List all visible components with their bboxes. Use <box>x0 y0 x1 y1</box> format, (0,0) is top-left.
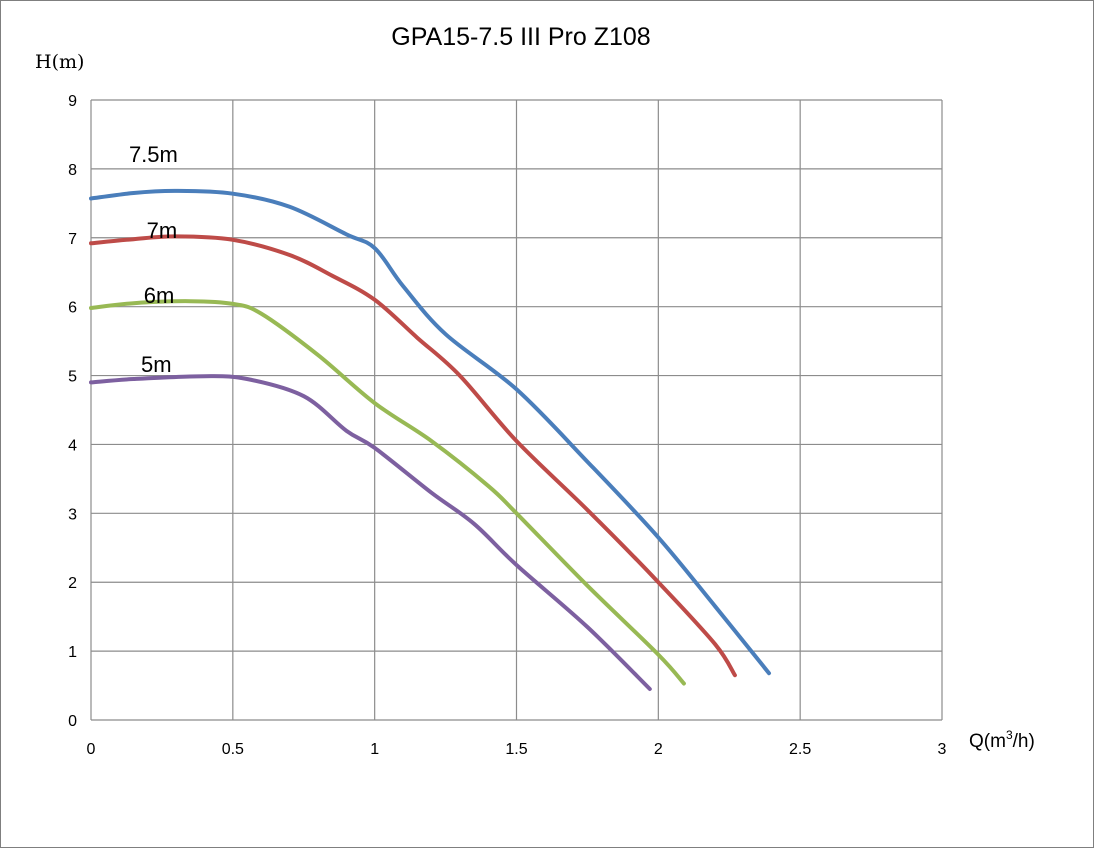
series-line-7m <box>89 234 737 678</box>
x-tick-label: 0 <box>87 741 96 758</box>
x-tick-label: 1.5 <box>505 741 527 758</box>
series-line-6m <box>89 299 686 686</box>
x-axis-label-superscript: 3 <box>1006 728 1013 742</box>
y-tick-label: 1 <box>68 644 77 661</box>
y-tick-label: 0 <box>68 713 77 730</box>
x-tick-label: 2 <box>654 741 663 758</box>
y-tick-label: 8 <box>68 162 77 179</box>
grid-lines <box>90 99 943 721</box>
series-line-5m <box>89 374 652 691</box>
x-axis-label-tail: /h) <box>1013 731 1035 752</box>
y-axis-label: H(m) <box>35 51 84 73</box>
series-curves <box>89 188 771 691</box>
x-tick-label: 1 <box>370 741 379 758</box>
x-tick-label: 2.5 <box>789 741 811 758</box>
series-label-5m: 5m <box>141 352 172 377</box>
chart-title: GPA15-7.5 III Pro Z108 <box>391 23 650 51</box>
curve-labels: 7.5m 7m 6m 5m <box>129 142 178 377</box>
series-line-7.5m <box>89 188 771 676</box>
y-tick-label: 4 <box>68 437 77 454</box>
axis-ticks: 0 0.5 1 1.5 2 2.5 3 0 1 2 3 4 5 6 7 8 9 <box>68 93 946 758</box>
y-tick-label: 9 <box>68 93 77 110</box>
series-label-6m: 6m <box>144 283 175 308</box>
x-axis-label: Q(m3/h) <box>969 728 1035 752</box>
x-tick-label: 3 <box>938 741 947 758</box>
y-tick-label: 3 <box>68 506 77 523</box>
x-axis-label-main: Q(m <box>969 731 1006 752</box>
series-label-7m: 7m <box>147 218 178 243</box>
series-label-7.5m: 7.5m <box>129 142 178 167</box>
y-tick-label: 6 <box>68 300 77 317</box>
x-tick-label: 0.5 <box>222 741 244 758</box>
y-tick-label: 7 <box>68 231 77 248</box>
y-tick-label: 5 <box>68 369 77 386</box>
y-tick-label: 2 <box>68 575 77 592</box>
